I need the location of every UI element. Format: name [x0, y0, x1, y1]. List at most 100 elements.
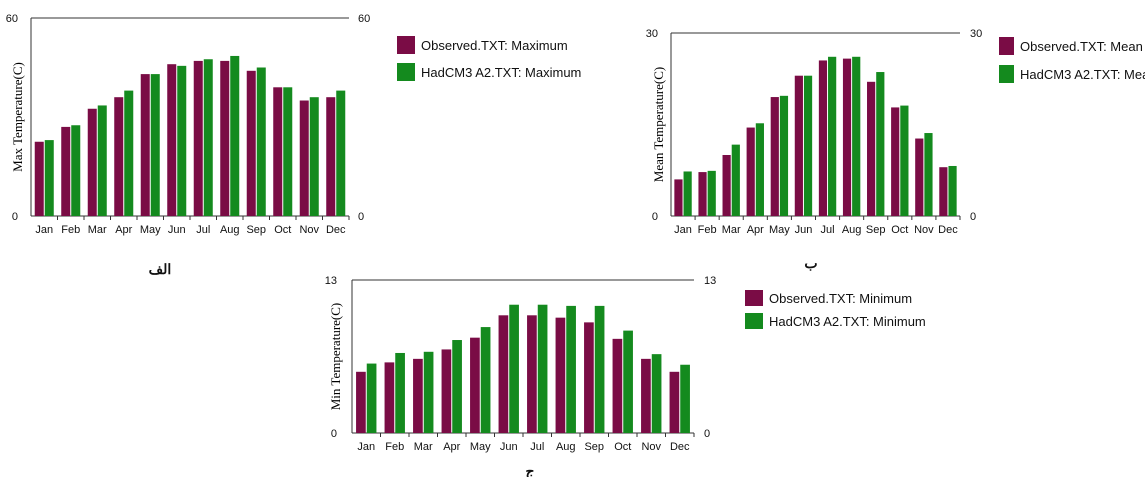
x-tick-label: Dec: [938, 224, 958, 236]
x-tick-label: Feb: [698, 224, 717, 236]
legend-swatch-hadcm3: [999, 65, 1014, 83]
x-tick-label: Nov: [641, 441, 661, 453]
x-tick-label: Feb: [61, 224, 80, 236]
bar-hadcm3-jun: [803, 75, 813, 216]
bar-observed-sep: [246, 70, 256, 216]
bar-hadcm3-jan: [44, 140, 54, 216]
chart-panel-1: 60 60 0 0 Max Temperature(C) Jan Feb Mar Apr May J…: [6, 13, 582, 277]
bar-observed-oct: [891, 107, 900, 216]
bar-hadcm3-may: [779, 95, 789, 216]
bar-hadcm3-sep: [256, 67, 266, 216]
y-tick-label-right: 60: [358, 13, 370, 25]
legend-label: Observed.TXT: Mean: [1020, 39, 1143, 54]
x-tick-label: Jan: [674, 224, 692, 236]
bar-hadcm3-mar: [731, 144, 740, 216]
x-tick-label: Aug: [220, 224, 240, 236]
bar-observed-jun: [794, 75, 803, 216]
x-tick-label: May: [470, 441, 491, 453]
x-tick-label: Apr: [747, 224, 764, 236]
bar-observed-jul: [193, 60, 203, 217]
bar-hadcm3-oct: [623, 330, 633, 433]
bar-observed-jun: [167, 64, 177, 216]
bar-observed-apr: [441, 349, 452, 433]
bar-observed-dec: [669, 371, 680, 433]
legend-swatch-observed: [745, 290, 763, 306]
bar-observed-apr: [114, 97, 124, 216]
x-tick-label: May: [769, 224, 790, 236]
x-tick-label: Jul: [530, 441, 544, 453]
bar-hadcm3-nov: [651, 354, 662, 433]
chart-panel-3: 13 13 0 0 Min Temperature(C) Jan Feb Mar Apr May J…: [325, 275, 926, 477]
x-tick-label: Jul: [196, 224, 210, 236]
y-axis-title: Min Temperature(C): [328, 303, 343, 411]
y-tick-label: 0: [331, 428, 337, 440]
y-tick-label: 30: [646, 28, 658, 40]
bar-observed-dec: [326, 97, 336, 216]
bar-hadcm3-jan: [683, 171, 692, 216]
x-tick-label: Mar: [722, 224, 741, 236]
legend-swatch-observed: [999, 37, 1014, 55]
x-tick-label: Dec: [326, 224, 346, 236]
bar-observed-apr: [746, 127, 755, 216]
y-axis-title: Mean Temperature(C): [651, 67, 666, 182]
bar-hadcm3-feb: [71, 125, 81, 216]
bar-hadcm3-dec: [680, 364, 690, 433]
bar-observed-mar: [722, 155, 731, 216]
x-tick-label: Aug: [842, 224, 862, 236]
bar-hadcm3-dec: [948, 165, 957, 216]
legend-label: HadCM3 A2.TXT: Minimum: [769, 314, 926, 329]
chart-panel-2: 30 30 0 0 Mean Temperature(C) Jan Feb Mar Apr May…: [646, 28, 1145, 271]
x-tick-label: Aug: [556, 441, 576, 453]
y-axis-title: Max Temperature(C): [10, 62, 25, 172]
bar-hadcm3-jul: [537, 304, 548, 433]
bar-hadcm3-mar: [97, 105, 107, 216]
x-tick-label: Jun: [795, 224, 813, 236]
bar-observed-feb: [698, 172, 707, 216]
x-tick-label: Jun: [500, 441, 518, 453]
x-tick-label: Nov: [914, 224, 934, 236]
bar-hadcm3-jul: [203, 59, 213, 216]
bar-observed-nov: [299, 100, 309, 216]
x-tick-label: Apr: [115, 224, 132, 236]
x-tick-label: Sep: [246, 224, 266, 236]
bar-hadcm3-aug: [230, 55, 240, 217]
y-tick-label: 0: [652, 211, 658, 223]
bar-observed-may: [140, 74, 150, 216]
y-tick-label-right: 0: [970, 211, 976, 223]
x-tick-label: Sep: [866, 224, 886, 236]
legend-swatch-hadcm3: [745, 313, 763, 329]
x-tick-label: Dec: [670, 441, 690, 453]
bar-hadcm3-feb: [707, 170, 716, 216]
bar-observed-dec: [939, 167, 948, 216]
bar-hadcm3-aug: [852, 56, 861, 216]
bar-observed-jan: [34, 141, 44, 216]
bar-observed-sep: [584, 322, 594, 433]
bar-hadcm3-oct: [900, 105, 909, 216]
x-tick-label: Feb: [385, 441, 404, 453]
bar-observed-jun: [498, 315, 509, 433]
bar-observed-mar: [413, 358, 423, 433]
bar-observed-aug: [555, 317, 566, 433]
x-tick-label: Nov: [299, 224, 319, 236]
panel-label: ج: [525, 463, 535, 477]
bar-hadcm3-nov: [309, 97, 319, 216]
x-tick-label: Oct: [274, 224, 291, 236]
panel-label: ب: [804, 255, 817, 271]
bar-observed-oct: [273, 87, 283, 216]
bar-observed-jul: [818, 60, 828, 217]
bar-observed-mar: [87, 108, 97, 216]
legend-label: Observed.TXT: Minimum: [769, 291, 912, 306]
bar-hadcm3-jun: [509, 304, 519, 433]
y-tick-label: 13: [325, 275, 337, 287]
x-tick-label: Sep: [584, 441, 604, 453]
bar-observed-sep: [867, 81, 876, 216]
x-tick-label: May: [140, 224, 161, 236]
legend-swatch-hadcm3: [397, 63, 415, 81]
y-tick-label-right: 0: [704, 428, 710, 440]
bar-observed-oct: [612, 338, 623, 433]
bar-hadcm3-dec: [336, 90, 346, 216]
bar-observed-aug: [842, 58, 852, 217]
panel-label: الف: [149, 261, 172, 277]
bar-hadcm3-may: [480, 327, 491, 433]
bar-hadcm3-jun: [177, 65, 187, 216]
